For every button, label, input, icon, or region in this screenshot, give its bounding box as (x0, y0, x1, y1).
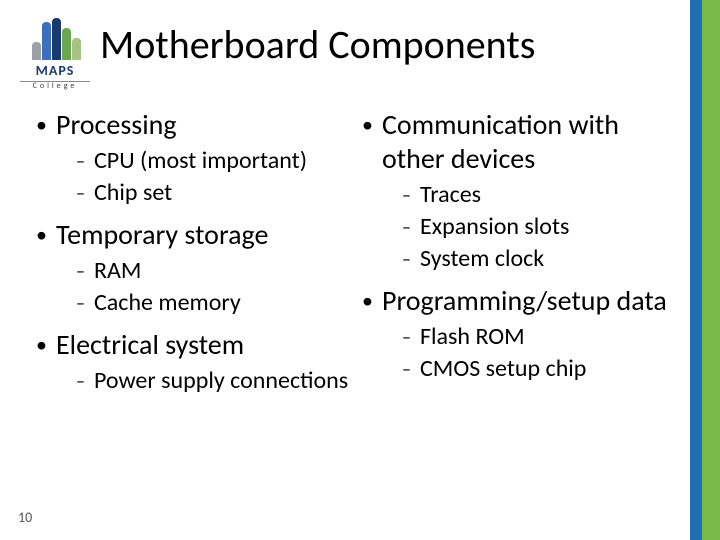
bullet-level2: – (402, 180, 420, 210)
sub-list-item: –Expansion slots (402, 212, 678, 242)
slide-title: Motherboard Components (100, 20, 680, 69)
sub-list-item: –System clock (402, 244, 678, 274)
list-item-text: Electrical system (56, 328, 244, 362)
page-number: 10 (18, 509, 32, 526)
sub-list-item: –CMOS setup chip (402, 354, 678, 384)
sub-list-item-text: Chip set (94, 178, 172, 208)
sub-list: –Traces–Expansion slots–System clock (402, 180, 678, 274)
logo-word: MAPS (20, 62, 90, 79)
bullet-level2: – (76, 366, 94, 396)
sub-list-item: –Chip set (76, 178, 352, 208)
sub-list-item: –Power supply connections (76, 366, 352, 396)
list-item-text: Communication with other devices (382, 108, 678, 176)
stripe-green (702, 0, 720, 540)
sub-list-item-text: Traces (420, 180, 481, 210)
list-item: •Electrical system –Power supply connecti… (36, 328, 352, 396)
sub-list-item-text: System clock (420, 244, 544, 274)
logo-bar (42, 22, 51, 60)
sub-list: –Flash ROM–CMOS setup chip (402, 322, 678, 384)
sub-list-item-text: CPU (most important) (94, 146, 307, 176)
sub-list-item-text: Cache memory (94, 288, 241, 318)
sub-list-item: –Flash ROM (402, 322, 678, 352)
sub-list-item-text: Flash ROM (420, 322, 525, 352)
sub-list: –RAM–Cache memory (76, 256, 352, 318)
sub-list-item-text: Power supply connections (94, 366, 348, 396)
sub-list-item: –Traces (402, 180, 678, 210)
list-item: •Programming/setup data –Flash ROM–CMOS s… (362, 284, 678, 384)
bullet-level2: – (402, 212, 420, 242)
list-item-text: Programming/setup data (382, 284, 667, 318)
slide: MAPS College Motherboard Components •Pro… (0, 0, 720, 540)
bullet-level2: – (76, 146, 94, 176)
sub-list: –Power supply connections (76, 366, 352, 396)
sub-list-item: –Cache memory (76, 288, 352, 318)
list-item: •Processing –CPU (most important)–Chip se… (36, 108, 352, 208)
logo-icon (32, 18, 78, 60)
slide-body: •Processing–CPU (most important)–Chip se… (36, 108, 678, 500)
bullet-list: •Communication with other devices–Traces… (362, 108, 678, 384)
bullet-level2: – (76, 256, 94, 286)
bullet-level1: • (36, 218, 56, 252)
logo-bar (32, 42, 41, 60)
left-column: •Processing–CPU (most important)–Chip se… (36, 108, 352, 500)
bullet-level1: • (36, 108, 56, 142)
list-item-text: Temporary storage (56, 218, 268, 252)
sub-list-item-text: CMOS setup chip (420, 354, 586, 384)
bullet-level2: – (402, 354, 420, 384)
sub-list-item: –RAM (76, 256, 352, 286)
logo: MAPS College (20, 18, 90, 91)
bullet-level2: – (76, 288, 94, 318)
bullet-level1: • (36, 328, 56, 362)
sub-list-item: –CPU (most important) (76, 146, 352, 176)
bullet-level1: • (362, 108, 382, 142)
sub-list: –CPU (most important)–Chip set (76, 146, 352, 208)
bullet-level2: – (402, 244, 420, 274)
list-item: •Communication with other devices–Traces… (362, 108, 678, 274)
bullet-list: •Processing–CPU (most important)–Chip se… (36, 108, 352, 396)
logo-bar (62, 28, 71, 60)
logo-subtext: College (20, 81, 90, 91)
list-item: •Temporary storage –RAM–Cache memory (36, 218, 352, 318)
logo-bar (52, 18, 61, 60)
bullet-level2: – (76, 178, 94, 208)
stripe-blue (690, 0, 702, 540)
list-item-text: Processing (56, 108, 177, 142)
bullet-level2: – (402, 322, 420, 352)
logo-bar (72, 38, 81, 60)
right-column: •Communication with other devices–Traces… (362, 108, 678, 500)
sub-list-item-text: Expansion slots (420, 212, 569, 242)
sub-list-item-text: RAM (94, 256, 141, 286)
bullet-level1: • (362, 284, 382, 318)
